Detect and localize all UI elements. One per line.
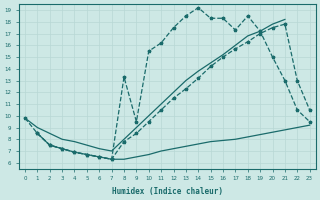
X-axis label: Humidex (Indice chaleur): Humidex (Indice chaleur)	[112, 187, 223, 196]
